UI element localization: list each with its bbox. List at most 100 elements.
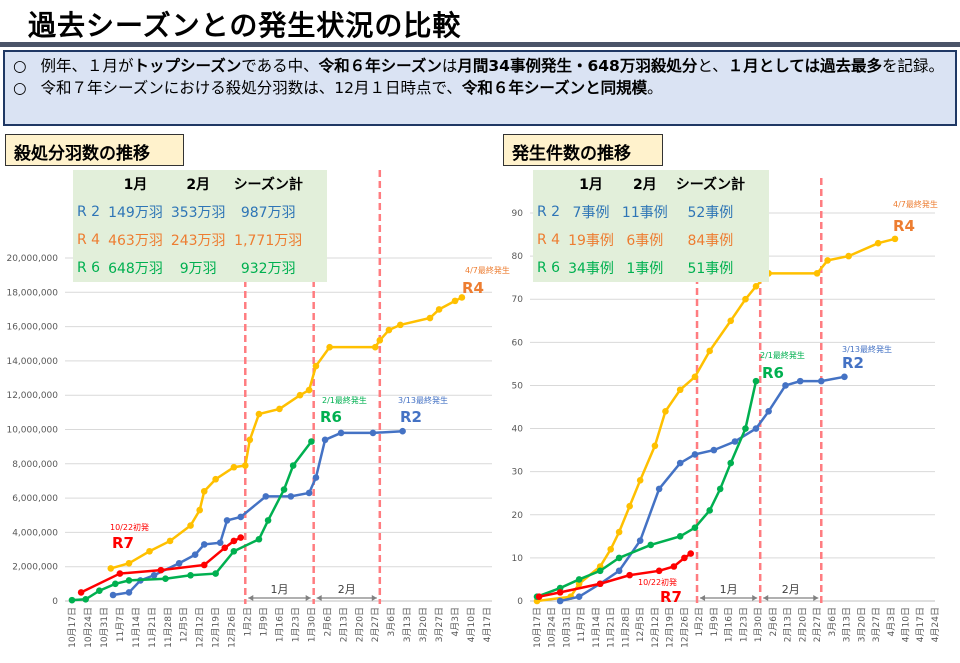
- table-cell: 11事例: [621, 205, 668, 221]
- x-tick-label: 11月7日: [115, 607, 126, 642]
- x-tick-label: 11月21日: [606, 607, 617, 648]
- data-point-R2: [109, 591, 117, 599]
- data-point-R7: [626, 571, 633, 579]
- data-point-R4: [615, 528, 623, 536]
- bullet-icon: ○: [13, 57, 27, 75]
- data-point-R7: [230, 537, 238, 545]
- table-header: [533, 170, 564, 198]
- data-point-R2: [710, 446, 718, 454]
- table-header: シーズン計: [233, 177, 303, 193]
- y-tick-label: 50: [512, 381, 524, 391]
- summary-text: である中、: [241, 57, 319, 75]
- x-tick-label: 2月6日: [768, 607, 779, 636]
- x-tick-label: 1月2日: [694, 607, 705, 636]
- data-point-R4: [246, 436, 254, 444]
- table-cell: 52事例: [687, 205, 734, 221]
- data-point-R2: [636, 537, 644, 544]
- table-cell: R 2: [537, 204, 561, 220]
- y-tick-label: 90: [512, 209, 524, 219]
- summary-text: 令和７年シーズンにおける殺処分羽数は、12月１日時点で、: [40, 79, 462, 97]
- right-section-title: 発生件数の推移: [503, 134, 663, 166]
- y-tick-label: 12,000,000: [6, 391, 58, 401]
- data-point-R7: [77, 589, 85, 596]
- table-header: 2月: [186, 177, 211, 193]
- data-point-R2: [731, 438, 739, 445]
- x-tick-label: 10月31日: [561, 607, 572, 648]
- x-tick-label: 12月5日: [179, 607, 190, 642]
- x-tick-label: 1月16日: [274, 607, 285, 642]
- data-point-R6: [96, 587, 103, 595]
- x-tick-label: 2月27日: [370, 607, 381, 642]
- data-point-R4: [200, 487, 208, 495]
- data-point-R2: [841, 373, 848, 381]
- y-tick-label: 8,000,000: [12, 460, 58, 470]
- y-tick-label: 20: [512, 511, 524, 521]
- data-point-R4: [451, 297, 459, 305]
- x-tick-label: 4月17日: [482, 607, 493, 642]
- data-point-R4: [305, 386, 313, 394]
- x-tick-label: 3月20日: [418, 607, 429, 642]
- x-tick-label: 11月21日: [147, 607, 158, 648]
- data-point-R6: [162, 575, 169, 583]
- data-point-R4: [752, 282, 760, 290]
- data-point-R4: [276, 405, 283, 413]
- x-tick-label: 2月20日: [797, 607, 808, 642]
- y-tick-label: 10: [512, 554, 524, 564]
- x-tick-label: 3月27日: [871, 607, 882, 642]
- data-point-R4: [742, 295, 749, 303]
- x-tick-label: 4月3日: [886, 607, 897, 636]
- data-point-R2: [655, 485, 663, 493]
- data-point-R2: [782, 382, 789, 389]
- x-tick-label: 12月12日: [195, 607, 206, 648]
- left-section-title: 殺処分羽数の推移: [5, 134, 184, 166]
- data-point-R4: [187, 522, 194, 529]
- data-point-R7: [221, 544, 229, 552]
- y-tick-label: 0: [52, 597, 58, 607]
- data-point-R6: [255, 535, 263, 543]
- y-tick-label: 18,000,000: [6, 288, 58, 298]
- x-tick-label: 12月19日: [211, 607, 222, 648]
- x-tick-label: 3月13日: [402, 607, 413, 642]
- series-note-R2: 3/13最終発生: [398, 395, 448, 405]
- series-label-R7: R7: [112, 534, 134, 552]
- month-span-label: 2月: [782, 583, 800, 596]
- data-point-R2: [337, 429, 345, 437]
- table-cell: 463万羽: [108, 233, 163, 249]
- data-point-R7: [670, 563, 678, 570]
- data-point-R4: [845, 252, 852, 260]
- series-label-R6: R6: [320, 408, 342, 426]
- series-label-R2: R2: [400, 408, 422, 426]
- data-point-R6: [752, 377, 760, 385]
- data-point-R2: [369, 429, 377, 437]
- x-tick-label: 1月30日: [753, 607, 764, 642]
- table-cell: 987万羽: [240, 205, 296, 221]
- data-point-R6: [706, 507, 713, 514]
- x-tick-label: 12月26日: [679, 607, 690, 648]
- data-point-R2: [237, 513, 245, 521]
- table-cell: 51事例: [687, 261, 734, 277]
- summary-text: 令和６年シーズンと同規模: [461, 79, 648, 97]
- x-tick-label: 4月24日: [930, 607, 941, 642]
- data-point-R2: [575, 593, 583, 600]
- x-tick-label: 12月12日: [650, 607, 661, 648]
- x-tick-label: 12月19日: [665, 607, 676, 648]
- y-tick-label: 60: [512, 338, 524, 348]
- table-cell: R 6: [537, 260, 561, 276]
- summary-text: 月間34事例発生・648万羽殺処分: [457, 57, 698, 75]
- table-row: R 6 34事例 1事例 51事例: [533, 254, 749, 282]
- data-point-R6: [647, 541, 655, 549]
- x-tick-label: 10月24日: [547, 607, 558, 648]
- data-point-R6: [575, 576, 583, 583]
- data-point-R2: [399, 427, 406, 435]
- data-point-R6: [308, 438, 315, 445]
- series-line-R4: [110, 296, 463, 570]
- data-point-R6: [280, 486, 288, 493]
- data-point-R4: [296, 391, 304, 399]
- y-tick-label: 14,000,000: [6, 357, 58, 367]
- data-point-R2: [150, 571, 158, 579]
- series-label-R6: R6: [762, 364, 784, 382]
- data-point-R4: [458, 294, 466, 301]
- x-tick-label: 10月17日: [532, 607, 543, 648]
- table-cell: R 6: [77, 260, 101, 276]
- series-label-R7: R7: [660, 588, 682, 606]
